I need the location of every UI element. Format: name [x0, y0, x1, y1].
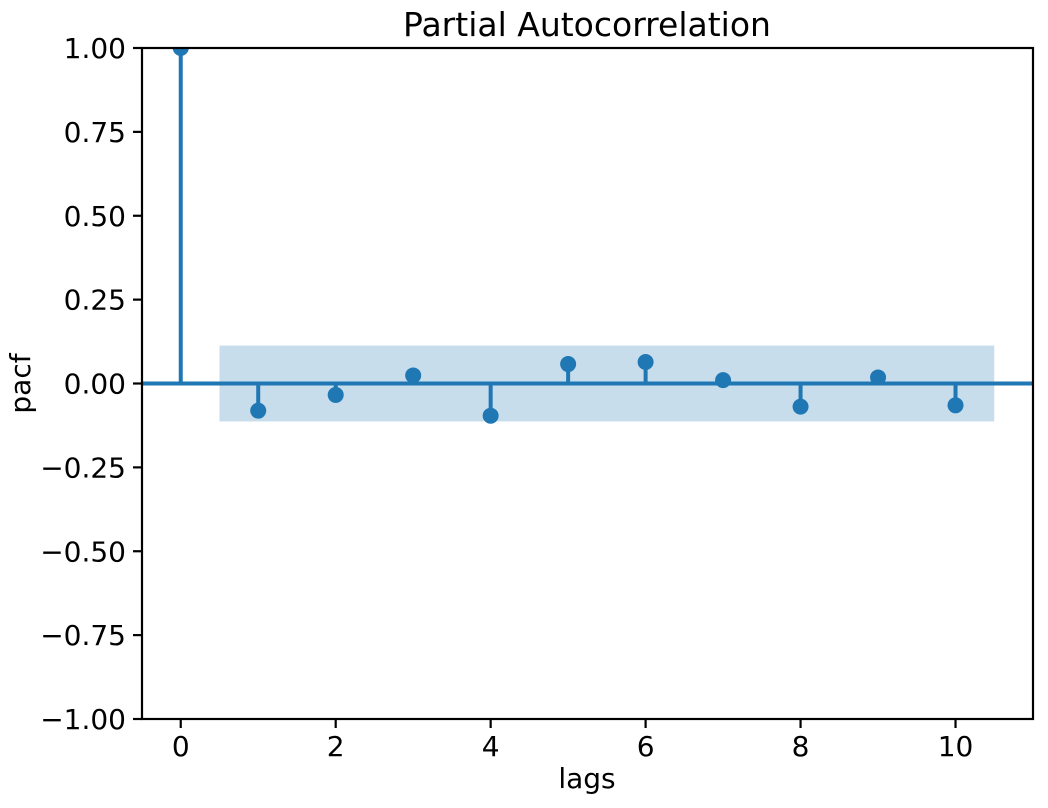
- marker-lag-1: [250, 402, 267, 419]
- x-tick-label: 8: [792, 730, 810, 763]
- y-tick-label: 0.50: [64, 200, 126, 233]
- x-tick-label: 4: [482, 730, 500, 763]
- marker-lag-4: [482, 407, 499, 424]
- x-tick-label: 2: [327, 730, 345, 763]
- marker-lag-6: [637, 354, 654, 371]
- stem-data-layer: [142, 48, 1033, 424]
- chart-title: Partial Autocorrelation: [403, 5, 771, 44]
- y-tick-label: 0.25: [64, 284, 126, 317]
- marker-lag-2: [327, 386, 344, 403]
- marker-lag-9: [870, 369, 887, 386]
- y-tick-label: −0.25: [40, 451, 126, 484]
- x-axis-label: lags: [558, 762, 615, 795]
- marker-lag-10: [947, 397, 964, 414]
- y-tick-label: −1.00: [40, 703, 126, 736]
- y-tick-label: −0.75: [40, 619, 126, 652]
- x-tick-label: 6: [637, 730, 655, 763]
- marker-lag-5: [560, 356, 577, 373]
- marker-lag-7: [715, 372, 732, 389]
- axis-ticks-layer: 0 2 4 6 8 10 1.00 0.75 0.50 0.25 0.00 −0.25 −0.50 −0.…: [40, 32, 973, 763]
- y-axis-label: pacf: [4, 352, 37, 413]
- marker-lag-8: [792, 398, 809, 415]
- y-tick-label: 0.75: [64, 116, 126, 149]
- marker-lag-3: [405, 367, 422, 384]
- y-tick-label: 0.00: [64, 368, 126, 401]
- x-tick-label: 10: [938, 730, 974, 763]
- y-tick-label: −0.50: [40, 535, 126, 568]
- x-tick-label: 0: [172, 730, 190, 763]
- y-tick-label: 1.00: [64, 32, 126, 65]
- marker-lag-0: [172, 48, 189, 56]
